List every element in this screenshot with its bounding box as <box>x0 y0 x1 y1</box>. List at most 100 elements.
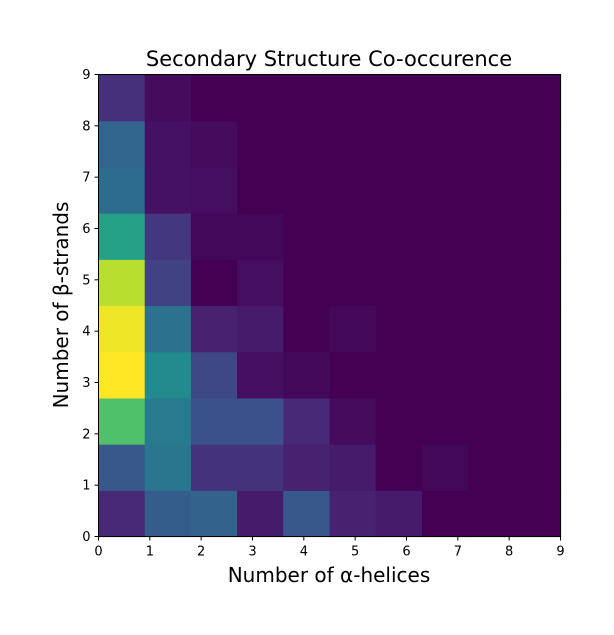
heatmap-cell <box>283 74 331 122</box>
heatmap-cell <box>237 120 284 168</box>
heatmap-cell <box>98 259 146 307</box>
heatmap-cell <box>237 74 284 122</box>
heatmap-cells <box>98 74 562 538</box>
heatmap-cell <box>514 166 562 214</box>
heatmap-cell <box>375 490 423 538</box>
heatmap-cell <box>468 166 515 214</box>
heatmap-cell <box>144 490 192 538</box>
heatmap-cell <box>283 259 331 307</box>
heatmap-cell <box>283 120 331 168</box>
y-tick-label: 6 <box>82 222 90 237</box>
heatmap-cell <box>190 259 238 307</box>
heatmap-cell <box>329 351 377 399</box>
heatmap-cell <box>283 397 331 445</box>
heatmap-cell <box>237 444 284 491</box>
heatmap-cell <box>98 305 146 353</box>
heatmap-cell <box>237 259 284 307</box>
heatmap-cell <box>237 397 284 445</box>
heatmap-cell <box>421 259 469 307</box>
x-tick-label: 2 <box>197 545 205 560</box>
heatmap-cell <box>329 305 377 353</box>
heatmap-cell <box>144 397 192 445</box>
heatmap-cell <box>514 351 562 399</box>
heatmap-cell <box>98 490 146 538</box>
heatmap-cell <box>283 166 331 214</box>
heatmap-cell <box>514 305 562 353</box>
heatmap-cell <box>468 397 515 445</box>
heatmap-cell <box>237 166 284 214</box>
heatmap-cell <box>190 490 238 538</box>
heatmap-cell <box>375 305 423 353</box>
heatmap-cell <box>283 351 331 399</box>
heatmap-cell <box>329 213 377 260</box>
heatmap-cell <box>514 213 562 260</box>
heatmap-cell <box>329 490 377 538</box>
heatmap-cell <box>98 74 146 122</box>
heatmap-cell <box>421 351 469 399</box>
plot-frame <box>98 74 561 537</box>
y-tick-label: 3 <box>82 376 90 391</box>
heatmap-cell <box>421 444 469 491</box>
heatmap-cell <box>283 305 331 353</box>
heatmap-cell <box>283 213 331 260</box>
x-tick-label: 7 <box>454 545 462 560</box>
heatmap-cell <box>375 444 423 491</box>
y-axis-label: Number of β-strands <box>49 202 73 409</box>
y-tick-label: 2 <box>82 427 90 442</box>
heatmap-cell <box>468 490 515 538</box>
heatmap-cell <box>190 120 238 168</box>
heatmap-cell <box>421 120 469 168</box>
heatmap-cell <box>98 213 146 260</box>
x-tick-label: 5 <box>351 545 359 560</box>
heatmap-cell <box>421 305 469 353</box>
heatmap-cell <box>144 444 192 491</box>
heatmap-cell <box>421 490 469 538</box>
heatmap-cell <box>190 213 238 260</box>
y-tick-label: 7 <box>82 171 90 186</box>
heatmap-cell <box>144 305 192 353</box>
heatmap-cell <box>468 120 515 168</box>
heatmap-cell <box>329 259 377 307</box>
heatmap-cell <box>421 74 469 122</box>
heatmap-cell <box>329 444 377 491</box>
heatmap-cell <box>144 74 192 122</box>
chart-title: Secondary Structure Co-occurence <box>146 47 512 71</box>
heatmap-cell <box>190 351 238 399</box>
y-axis-ticks: 0 1 2 3 4 5 6 7 8 9 <box>82 68 99 545</box>
heatmap-cell <box>98 120 146 168</box>
heatmap-cell <box>468 74 515 122</box>
heatmap-cell <box>283 490 331 538</box>
heatmap-cell <box>237 213 284 260</box>
heatmap-cell <box>514 490 562 538</box>
x-axis-label: Number of α-helices <box>228 563 431 587</box>
heatmap-cell <box>98 444 146 491</box>
heatmap-cell <box>375 397 423 445</box>
heatmap-cell <box>144 213 192 260</box>
heatmap-cell <box>190 305 238 353</box>
y-tick-label: 5 <box>82 273 90 288</box>
heatmap-cell <box>144 166 192 214</box>
y-tick-label: 9 <box>82 68 90 83</box>
heatmap-cell <box>375 259 423 307</box>
heatmap-cell <box>375 74 423 122</box>
heatmap-cell <box>514 444 562 491</box>
heatmap-cell <box>98 166 146 214</box>
heatmap-cell <box>283 444 331 491</box>
x-tick-label: 4 <box>300 545 308 560</box>
heatmap-cell <box>468 213 515 260</box>
heatmap-cell <box>144 120 192 168</box>
heatmap-cell <box>375 120 423 168</box>
heatmap-cell <box>421 213 469 260</box>
heatmap-cell <box>237 351 284 399</box>
heatmap-cell <box>421 397 469 445</box>
heatmap-cell <box>329 120 377 168</box>
heatmap-cell <box>468 305 515 353</box>
heatmap-cell <box>144 351 192 399</box>
heatmap-cell <box>329 397 377 445</box>
heatmap-cell <box>144 259 192 307</box>
x-tick-label: 9 <box>556 545 564 560</box>
heatmap-cell <box>98 397 146 445</box>
y-tick-label: 8 <box>82 119 90 134</box>
x-tick-label: 1 <box>146 545 154 560</box>
